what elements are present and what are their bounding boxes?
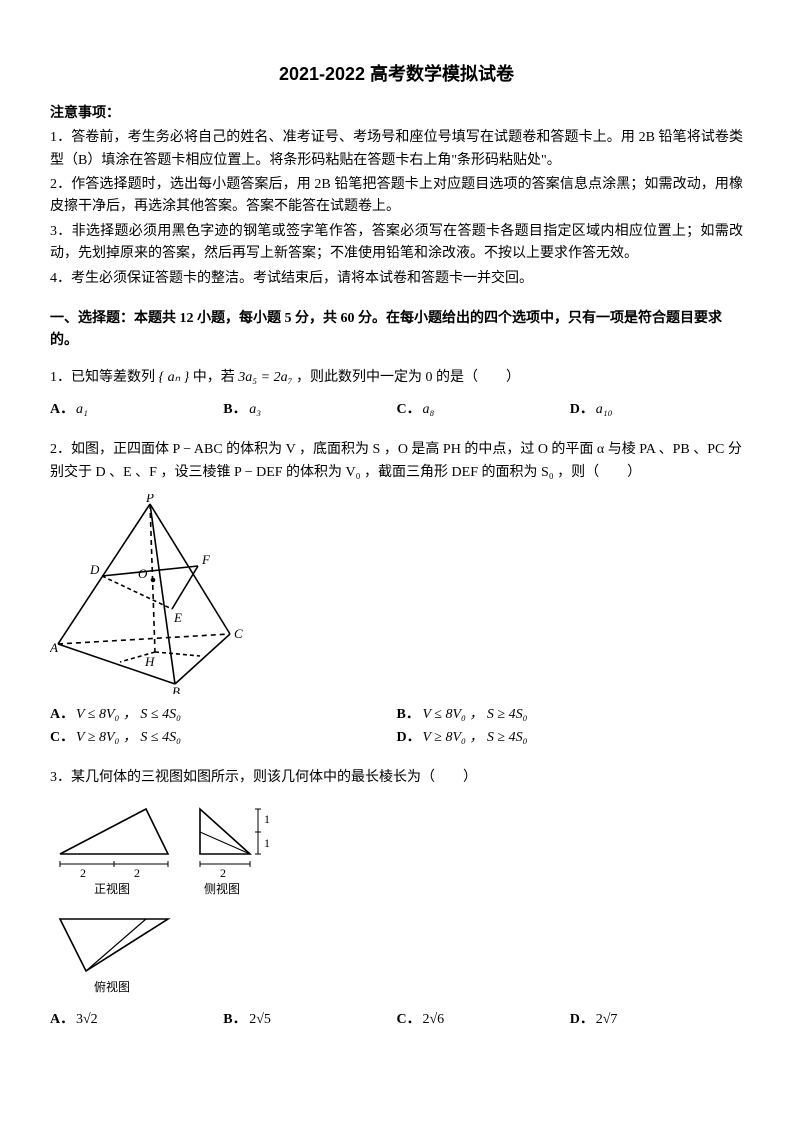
- label-h: H: [144, 654, 155, 669]
- question-2: 2．如图，正四面体 P − ABC 的体积为 V ，底面积为 S ，O 是高 P…: [50, 439, 743, 484]
- dim-2: 2: [134, 866, 140, 880]
- label-o: O: [138, 566, 148, 581]
- side-view-label: 侧视图: [204, 881, 240, 896]
- option-d: D．2√7: [570, 1009, 743, 1031]
- option-c: C．a₈: [397, 399, 570, 421]
- option-a: A．3√2: [50, 1009, 223, 1031]
- option-b: B．V ≤ 8V₀ ， S ≥ 4S₀: [397, 704, 744, 726]
- option-b: B．a₃: [223, 399, 396, 421]
- dim-2: 2: [80, 866, 86, 880]
- q1-stem-part: 1．已知等差数列: [50, 370, 155, 385]
- question-3: 3．某几何体的三视图如图所示，则该几何体中的最长棱长为（ ）: [50, 767, 743, 789]
- label-e: E: [173, 610, 182, 625]
- notice-heading: 注意事项：: [50, 103, 743, 125]
- page-title: 2021-2022 高考数学模拟试卷: [50, 60, 743, 89]
- q1-eq: 3a₅ = 2a₇: [238, 370, 292, 385]
- section-heading: 一、选择题：本题共 12 小题，每小题 5 分，共 60 分。在每小题给出的四个…: [50, 308, 743, 353]
- option-c: C．V ≥ 8V₀ ， S ≤ 4S₀: [50, 727, 397, 749]
- q1-seq: { aₙ }: [159, 370, 190, 385]
- notice-item: 1．答卷前，考生务必将自己的姓名、准考证号、考场号和座位号填写在试题卷和答题卡上…: [50, 127, 743, 172]
- dim-1: 1: [264, 836, 270, 850]
- q2-options: A．V ≤ 8V₀ ， S ≤ 4S₀ B．V ≤ 8V₀ ， S ≥ 4S₀ …: [50, 704, 743, 749]
- notice-item: 3．非选择题必须用黑色字迹的钢笔或签字笔作答，答案必须写在答题卡各题目指定区域内…: [50, 221, 743, 266]
- q3-figure: 2 2 1 1 2 正视图 侧视图 俯视图: [50, 799, 743, 999]
- option-a: A．a₁: [50, 399, 223, 421]
- option-a: A．V ≤ 8V₀ ， S ≤ 4S₀: [50, 704, 397, 726]
- option-d: D．a₁₀: [570, 399, 743, 421]
- top-view-label: 俯视图: [94, 979, 130, 994]
- q1-stem-part: 中，若: [193, 370, 235, 385]
- label-b: B: [172, 684, 180, 694]
- dim-1: 1: [264, 812, 270, 826]
- option-b: B．2√5: [223, 1009, 396, 1031]
- label-c: C: [234, 626, 243, 641]
- option-c: C．2√6: [397, 1009, 570, 1031]
- q3-options: A．3√2 B．2√5 C．2√6 D．2√7: [50, 1009, 743, 1031]
- tetrahedron-diagram: P A B C D E F O H: [50, 494, 250, 694]
- q2-figure: P A B C D E F O H: [50, 494, 743, 694]
- label-p: P: [145, 494, 154, 505]
- question-1: 1．已知等差数列 { aₙ } 中，若 3a₅ = 2a₇ ，则此数列中一定为 …: [50, 367, 743, 389]
- label-d: D: [89, 562, 100, 577]
- notice-item: 4．考生必须保证答题卡的整洁。考试结束后，请将本试卷和答题卡一并交回。: [50, 268, 743, 290]
- front-view-label: 正视图: [94, 881, 130, 896]
- label-a: A: [50, 640, 58, 655]
- notice-item: 2．作答选择题时，选出每小题答案后，用 2B 铅笔把答题卡上对应题目选项的答案信…: [50, 174, 743, 219]
- three-views-diagram: 2 2 1 1 2 正视图 侧视图 俯视图: [50, 799, 310, 999]
- dim-2: 2: [220, 866, 226, 880]
- q1-options: A．a₁ B．a₃ C．a₈ D．a₁₀: [50, 399, 743, 421]
- q1-stem-part: ，则此数列中一定为 0 的是（ ）: [296, 370, 520, 385]
- label-f: F: [201, 552, 211, 567]
- option-d: D．V ≥ 8V₀ ， S ≥ 4S₀: [397, 727, 744, 749]
